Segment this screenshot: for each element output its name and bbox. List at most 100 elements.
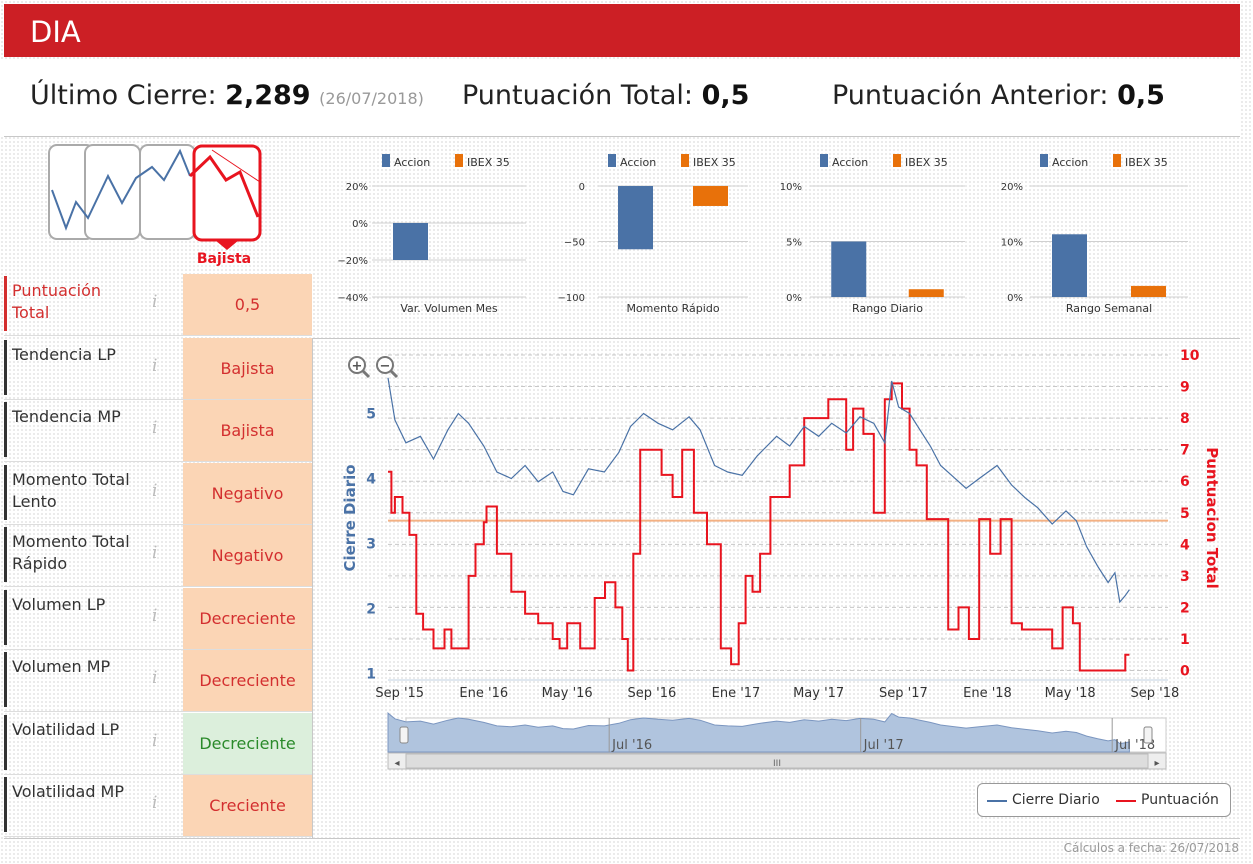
mini-charts: Accion IBEX 35 20% 0% −20% −40% Var. Volumen M… <box>320 140 1240 335</box>
legend-close[interactable]: Cierre Diario <box>1012 792 1100 808</box>
bar-ibex <box>908 289 944 297</box>
indicator-row: Tendencia MP i Bajista <box>4 400 312 462</box>
right-tick-label: 8 <box>1180 411 1190 427</box>
zoom-in-icon-ring <box>348 356 366 374</box>
zoom-out-icon[interactable]: − <box>376 356 399 379</box>
tick-label: 0% <box>352 219 368 230</box>
previous-score-value: 0,5 <box>1117 80 1165 111</box>
info-icon[interactable]: i <box>152 793 158 813</box>
indicator-value: Decreciente <box>183 713 312 774</box>
row-divider <box>4 586 312 587</box>
right-tick-label: 5 <box>1180 506 1190 522</box>
total-score-label: Puntuación Total: <box>462 80 693 111</box>
indicator-label: Volumen MP <box>12 657 111 676</box>
trend-label: Bajista <box>197 251 251 267</box>
info-icon[interactable]: i <box>152 481 158 501</box>
legend-accion: Accion <box>832 156 868 169</box>
indicator-row: Volumen LP i Decreciente <box>4 588 312 650</box>
left-tick-label: 2 <box>366 602 376 618</box>
zoom-in-icon-glyph: + <box>352 359 363 374</box>
last-close-value: 2,289 <box>225 80 311 111</box>
info-icon[interactable]: i <box>152 356 158 376</box>
indicator-value: Bajista <box>183 400 312 461</box>
divider <box>4 838 1240 839</box>
legend-accion: Accion <box>620 156 656 169</box>
indicator-label: Volatilidad MP <box>12 782 125 801</box>
mini-chart-1: Accion IBEX 35 20% 0% −20% −40% Var. Volumen M… <box>337 154 526 315</box>
legend-swatch-accion <box>382 154 390 167</box>
legend-score[interactable]: Puntuación <box>1141 792 1219 808</box>
scrollbar[interactable]: III ◂ ▸ <box>387 752 1167 770</box>
indicator-value: Negativo <box>183 463 312 524</box>
right-tick-label: 1 <box>1180 632 1190 648</box>
trend-panel <box>139 144 196 240</box>
indicator-label: Tendencia LP <box>12 345 116 364</box>
navigator-handle-left <box>399 726 409 744</box>
indicator-row: Volatilidad MP i Creciente <box>4 775 312 837</box>
info-icon[interactable]: i <box>152 418 158 438</box>
zoom-out-icon-ring <box>376 356 394 374</box>
trend-dashed-line <box>211 149 261 183</box>
bar-accion <box>618 186 653 250</box>
x-tick-label: May '16 <box>542 686 593 701</box>
info-icon[interactable]: i <box>152 543 158 563</box>
row-divider <box>4 649 312 650</box>
zoom-out-icon-glyph: − <box>380 359 391 374</box>
bar-accion <box>1052 234 1087 297</box>
tick-label: −50 <box>564 238 585 249</box>
tick-label: 5% <box>786 238 802 249</box>
total-score: Puntuación Total: 0,5 <box>462 80 749 111</box>
navigator-series <box>387 712 1130 753</box>
tick-label: 0% <box>786 293 802 304</box>
left-tick-label: 4 <box>366 472 376 488</box>
mini-chart-2: Accion IBEX 35 0 −50 −100 Momento Rápido <box>558 154 748 315</box>
footer-note: Cálculos a fecha: 26/07/2018 <box>1063 841 1239 855</box>
zoom-in-icon[interactable]: + <box>348 356 371 379</box>
row-accent <box>4 527 7 582</box>
indicator-value: 0,5 <box>183 274 312 335</box>
indicator-row: Puntuación Total i 0,5 <box>4 274 312 336</box>
row-accent <box>4 590 7 645</box>
indicator-value: Bajista <box>183 338 312 399</box>
bar-accion <box>393 223 428 260</box>
row-divider <box>4 774 312 775</box>
indicator-label: Momento Total Lento <box>12 470 130 511</box>
info-icon[interactable]: i <box>152 668 158 688</box>
indicator-value: Decreciente <box>183 588 312 649</box>
row-accent <box>4 777 7 832</box>
left-axis-title: Cierre Diario <box>341 464 359 571</box>
indicator-value: Decreciente <box>183 650 312 711</box>
legend-ibex: IBEX 35 <box>693 156 736 169</box>
mini-chart-title: Momento Rápido <box>626 302 719 315</box>
legend-swatch-ibex <box>893 154 901 167</box>
info-icon[interactable]: i <box>152 292 158 312</box>
legend-accion: Accion <box>394 156 430 169</box>
trend-line-down <box>188 154 260 218</box>
tick-label: −100 <box>558 293 585 304</box>
info-icon[interactable]: i <box>152 606 158 626</box>
info-icon[interactable]: i <box>152 731 158 751</box>
indicator-row: Momento Total Rápido i Negativo <box>4 525 312 587</box>
row-accent <box>4 652 7 707</box>
mini-chart-title: Rango Diario <box>852 302 923 315</box>
indicator-row: Tendencia LP i Bajista <box>4 338 312 400</box>
bar-ibex <box>1131 285 1166 297</box>
zoom-in-icon-handle <box>361 369 371 379</box>
x-tick-label: May '18 <box>1045 686 1096 701</box>
x-tick-label: Sep '17 <box>879 686 928 701</box>
row-accent <box>4 340 7 395</box>
last-close-label: Último Cierre: <box>30 80 217 111</box>
right-tick-label: 2 <box>1180 600 1190 616</box>
indicator-label: Puntuación Total <box>12 281 102 322</box>
divider <box>312 338 1240 339</box>
tick-label: 0 <box>579 182 585 193</box>
left-tick-label: 5 <box>366 407 376 423</box>
last-close-date: (26/07/2018) <box>319 89 424 108</box>
legend-swatch-accion <box>820 154 828 167</box>
mini-chart-title: Var. Volumen Mes <box>400 302 498 315</box>
navigator[interactable]: Jul '16 Jul '17 Jul '18 <box>387 712 1167 753</box>
legend-swatch-ibex <box>1113 154 1121 167</box>
mini-chart-3: Accion IBEX 35 10% 5% 0% Rango Diario <box>780 154 965 315</box>
navigator-label: Jul '17 <box>863 738 904 753</box>
bar-ibex <box>693 186 728 206</box>
